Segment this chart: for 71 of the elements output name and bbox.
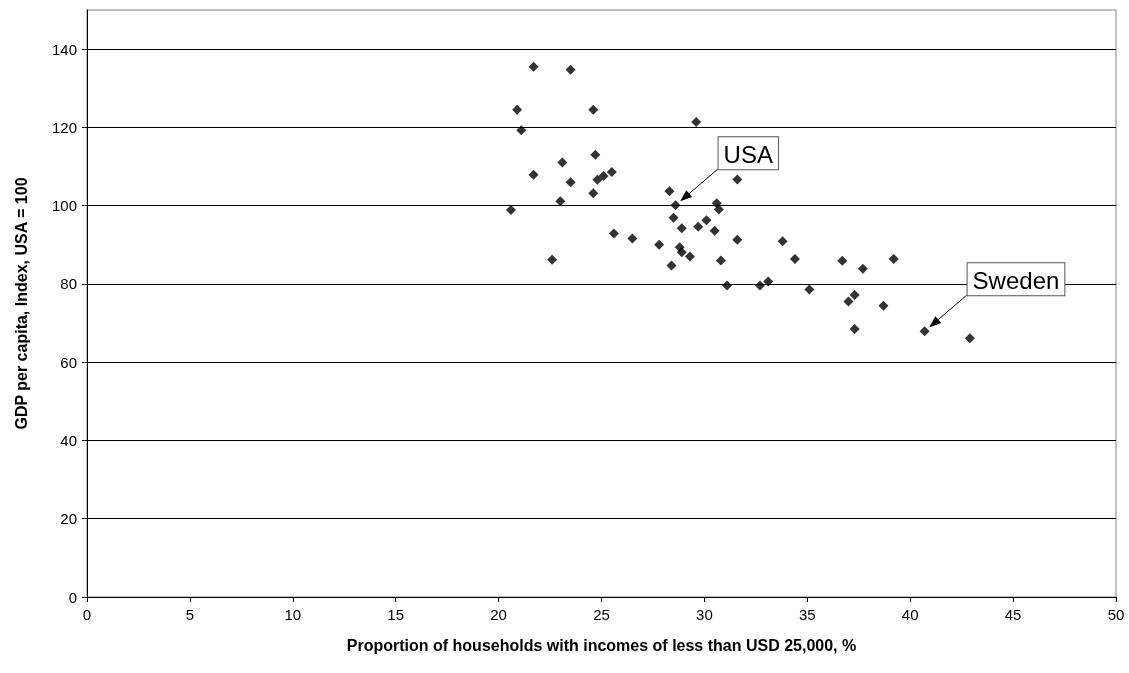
annotation: Sweden bbox=[972, 266, 1060, 294]
point bbox=[763, 276, 774, 287]
point bbox=[857, 263, 868, 274]
point bbox=[701, 215, 712, 226]
point bbox=[557, 157, 568, 168]
point bbox=[849, 289, 860, 300]
x-axis-title: Proportion of households with incomes of less than USD 25,000, % bbox=[346, 636, 857, 654]
point bbox=[668, 212, 679, 223]
point bbox=[843, 296, 854, 307]
point bbox=[693, 221, 704, 232]
point bbox=[590, 149, 601, 160]
point bbox=[919, 326, 930, 337]
x-tick-label: 10 bbox=[284, 606, 302, 623]
point bbox=[592, 174, 603, 185]
y-tick-label: 0 bbox=[68, 588, 77, 606]
point bbox=[598, 170, 609, 181]
point bbox=[516, 125, 527, 136]
point bbox=[606, 167, 617, 178]
point bbox=[608, 228, 619, 239]
point bbox=[713, 204, 724, 215]
point bbox=[565, 177, 576, 188]
y-tick-label: 120 bbox=[51, 118, 77, 136]
x-tick-label: 25 bbox=[593, 606, 610, 623]
x-tick-label: 50 bbox=[1107, 606, 1125, 623]
x-tick-label: 0 bbox=[82, 606, 92, 623]
point bbox=[588, 188, 599, 199]
point bbox=[964, 333, 975, 344]
point bbox=[849, 323, 860, 334]
point bbox=[684, 251, 695, 262]
point bbox=[732, 234, 743, 245]
point bbox=[676, 223, 687, 234]
point bbox=[709, 225, 720, 236]
annotation: USA bbox=[723, 140, 773, 168]
x-tick-label: 40 bbox=[901, 606, 919, 623]
point bbox=[722, 280, 733, 291]
point bbox=[837, 255, 848, 266]
point bbox=[691, 116, 702, 127]
point bbox=[754, 280, 765, 291]
point bbox=[555, 196, 566, 207]
point bbox=[676, 247, 687, 258]
point bbox=[777, 236, 788, 247]
point bbox=[666, 260, 677, 271]
point bbox=[664, 186, 675, 197]
point bbox=[565, 64, 576, 75]
point bbox=[715, 255, 726, 266]
x-tick-label: 5 bbox=[185, 606, 195, 623]
point bbox=[789, 253, 800, 264]
point bbox=[804, 284, 815, 295]
x-tick-label: 45 bbox=[1004, 606, 1022, 623]
point bbox=[654, 239, 665, 250]
y-tick-label: 60 bbox=[60, 353, 77, 371]
point bbox=[588, 104, 599, 115]
point bbox=[878, 300, 889, 311]
point bbox=[512, 104, 523, 115]
y-tick-label: 100 bbox=[51, 197, 77, 215]
point bbox=[547, 254, 558, 265]
x-tick-label: 15 bbox=[387, 606, 405, 623]
y-tick-label: 80 bbox=[60, 275, 77, 293]
x-tick-label: 20 bbox=[490, 606, 507, 623]
point bbox=[627, 233, 638, 244]
y-tick-label: 20 bbox=[60, 510, 77, 528]
x-tick-label: 35 bbox=[798, 606, 816, 623]
point bbox=[732, 174, 743, 185]
point bbox=[670, 200, 681, 211]
point bbox=[528, 169, 539, 180]
x-tick-label: 30 bbox=[696, 606, 713, 623]
y-tick-label: 140 bbox=[51, 40, 77, 58]
y-tick-label: 40 bbox=[60, 431, 77, 449]
y-axis-title: GDP per capita, Index, USA = 100 bbox=[12, 177, 30, 430]
point bbox=[888, 253, 899, 264]
point bbox=[528, 61, 539, 72]
